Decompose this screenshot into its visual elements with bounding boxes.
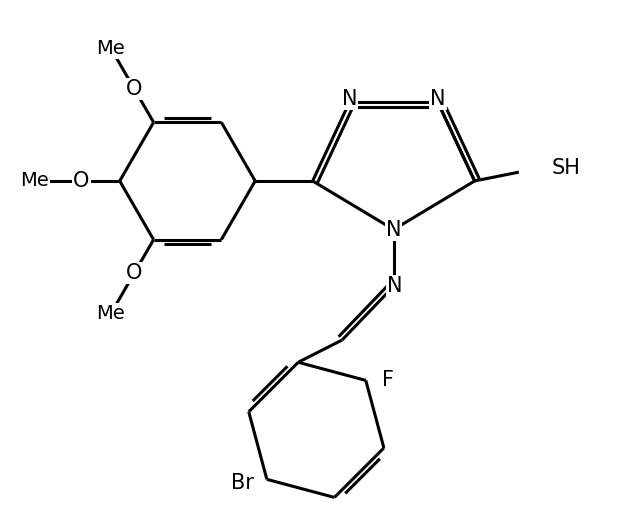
Text: N: N: [430, 89, 445, 109]
Text: Me: Me: [97, 39, 125, 58]
Text: O: O: [126, 79, 143, 99]
Text: Me: Me: [97, 304, 125, 323]
Text: N: N: [387, 276, 403, 296]
Text: Me: Me: [20, 171, 49, 191]
Text: N: N: [342, 89, 357, 109]
Text: O: O: [73, 171, 90, 191]
Text: Br: Br: [231, 473, 253, 493]
Text: O: O: [126, 263, 143, 283]
Text: SH: SH: [552, 158, 581, 179]
Text: F: F: [382, 370, 394, 390]
Text: N: N: [386, 219, 401, 240]
